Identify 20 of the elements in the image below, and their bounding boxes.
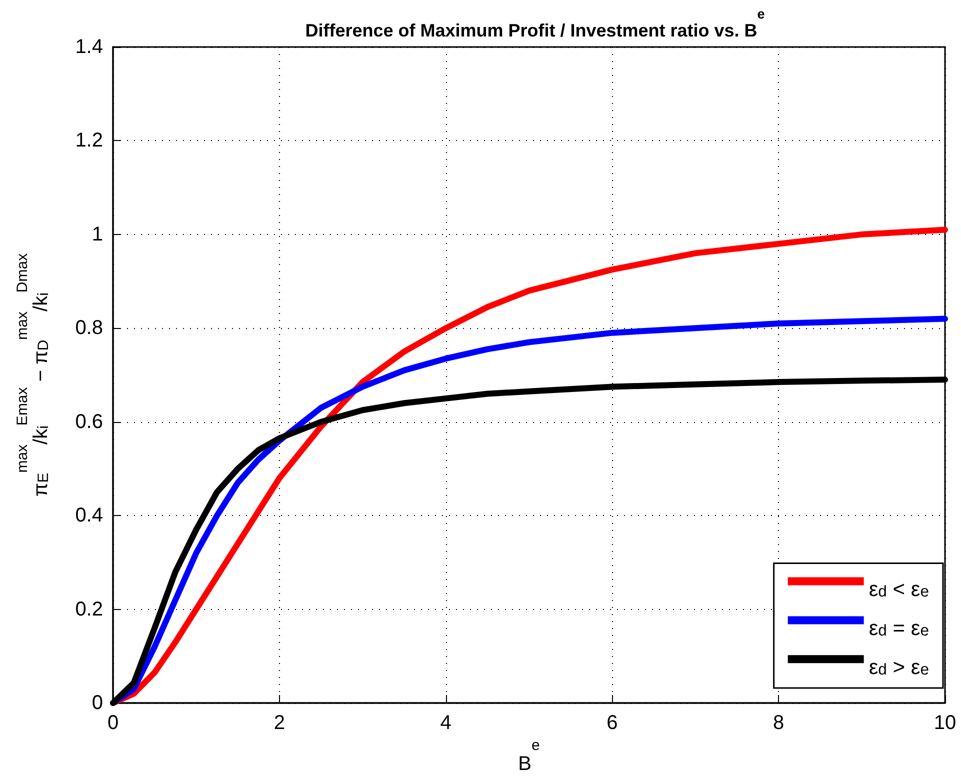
y-tick-label: 0.4 [75,504,103,527]
y-tick-label: 1 [92,223,103,246]
y-tick-label: 0 [92,692,103,714]
legend-label: εd > εe [868,656,930,679]
x-tick-label: 8 [773,712,784,734]
x-tick-label: 2 [274,712,285,734]
x-tick-label: 10 [934,712,956,734]
y-tick-label: 0.6 [75,410,103,433]
x-tick-label: 6 [606,712,618,734]
chart-title: Difference of Maximum Profit / Investment ratio vs. Be [305,6,766,40]
y-tick-label: 1.2 [75,130,103,152]
y-tick-label: 0.8 [75,317,103,340]
x-axis-title: Be [518,736,540,775]
x-tick-label: 0 [107,712,119,734]
y-tick-label: 1.4 [75,36,103,58]
x-tick-label: 4 [440,712,452,734]
legend-label: εd = εe [868,617,930,640]
y-tick-label: 0.2 [75,598,103,620]
text: πEmax/kiEmax − πDmax/kiDmax [14,253,52,497]
legend-label: εd < εe [868,578,930,602]
